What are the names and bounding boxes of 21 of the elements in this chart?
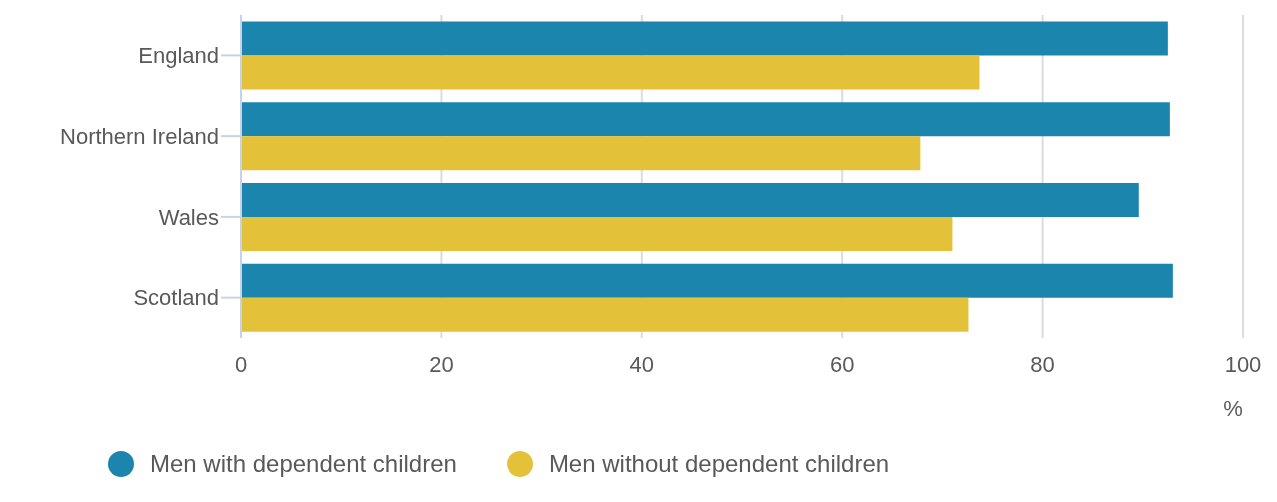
y-tick-label: Scotland	[133, 285, 219, 311]
x-axis-title: %	[1223, 396, 1243, 421]
x-tick-label: 60	[829, 351, 855, 377]
bar	[241, 216, 953, 251]
bar	[241, 182, 1139, 217]
bar	[241, 263, 1173, 298]
y-tick-label: Wales	[158, 204, 219, 230]
bar	[241, 21, 1168, 56]
legend-label: Men with dependent children	[150, 450, 457, 478]
y-tick-label: England	[138, 43, 219, 69]
x-tick-label: 20	[429, 351, 454, 377]
bar	[241, 102, 1170, 137]
legend-label: Men without dependent children	[548, 450, 890, 478]
x-tick-label: 100	[1224, 351, 1262, 377]
y-tick-label: Northern Ireland	[60, 123, 219, 149]
bar	[241, 55, 980, 90]
x-tick-label: 0	[234, 351, 248, 377]
bar	[241, 136, 921, 171]
x-tick-label: 40	[629, 351, 655, 377]
bar	[241, 297, 969, 332]
x-tick-label: 80	[1030, 351, 1055, 377]
